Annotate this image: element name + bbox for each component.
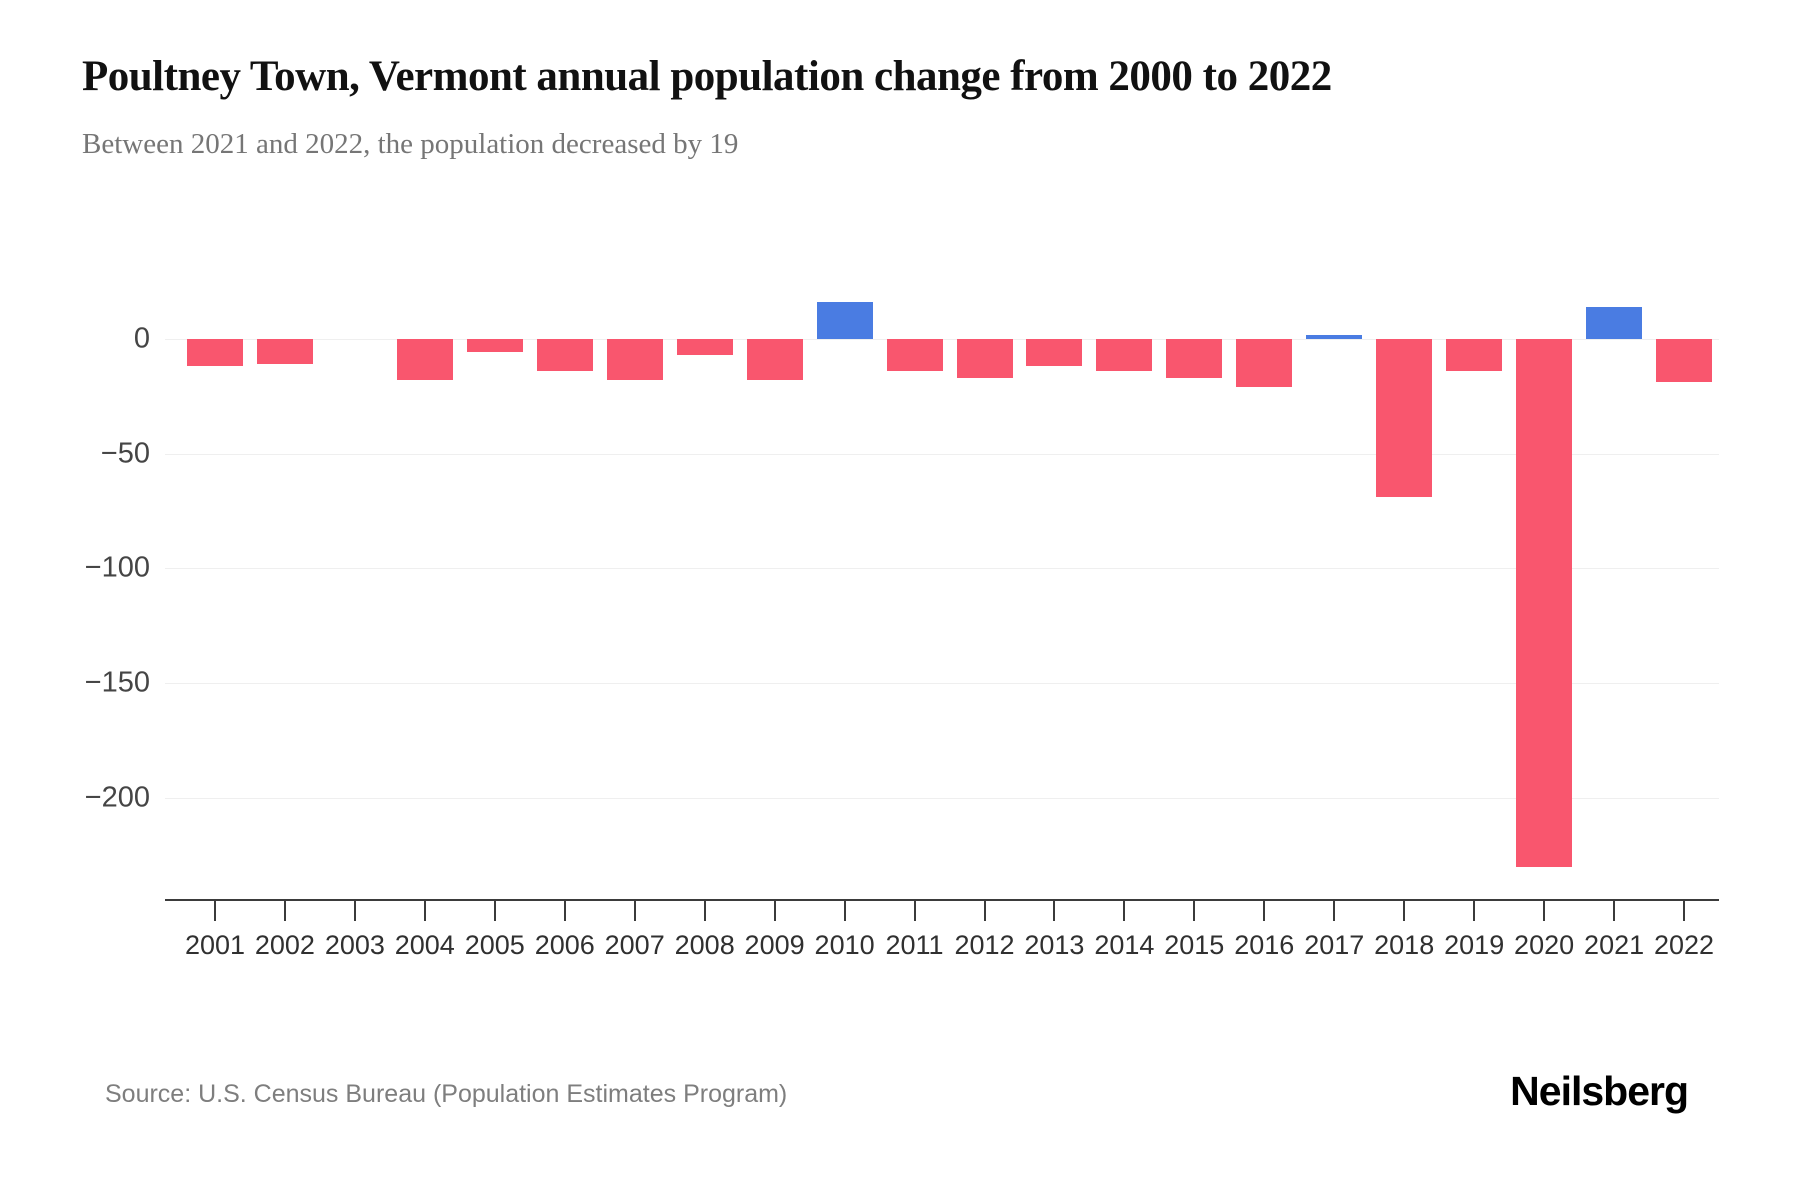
x-axis-label-2022: 2022 [1653,930,1715,960]
x-axis-label-2001: 2001 [184,930,246,960]
x-axis-label-2015: 2015 [1164,930,1225,960]
x-axis-tick-2007 [633,899,636,921]
bar-2016[interactable] [1236,338,1293,387]
y-axis-label--50: −50 [100,437,150,469]
x-axis-tick-2021 [1613,899,1616,921]
x-axis-label-2017: 2017 [1304,930,1365,960]
x-axis-tick-2022 [1683,899,1685,921]
y-axis-label--150: −150 [84,666,150,699]
x-axis-label-2005: 2005 [464,930,525,960]
x-axis-label-2009: 2009 [744,930,805,960]
x-axis-tick-2010 [843,899,846,921]
x-axis-tick-2001 [214,899,216,921]
bar-2009[interactable] [746,338,803,380]
x-axis-tick-2017 [1333,899,1336,921]
bar-2001[interactable] [187,338,243,367]
x-axis-tick-2002 [283,899,286,921]
bar-2012[interactable] [956,338,1013,378]
y-axis-label--100: −100 [84,551,150,584]
x-axis-label-2019: 2019 [1444,930,1505,960]
x-axis-label-2021: 2021 [1584,930,1645,960]
source-note: Source: U.S. Census Bureau (Population E… [105,1080,788,1108]
x-axis-label-2004: 2004 [394,930,455,960]
bar-2006[interactable] [536,338,593,371]
x-axis-tick-2003 [353,899,356,921]
x-axis-label-2014: 2014 [1094,930,1155,960]
bar-2017[interactable] [1306,335,1363,339]
x-axis-label-2016: 2016 [1234,930,1295,960]
x-axis-tick-2009 [773,899,776,921]
y-axis-label-0: 0 [133,322,150,355]
x-axis-tick-2015 [1193,899,1196,921]
bar-2018[interactable] [1376,338,1433,498]
bar-2002[interactable] [256,338,313,364]
x-axis-tick-2019 [1473,899,1476,921]
x-axis-label-2008: 2008 [674,930,735,960]
x-axis-label-2020: 2020 [1514,930,1575,960]
x-axis-tick-2011 [913,899,916,921]
x-axis-tick-2008 [703,899,706,921]
bar-2004[interactable] [396,338,453,380]
gridline--200 [165,798,1719,799]
y-axis-label--200: −200 [84,781,150,814]
x-axis-label-2012: 2012 [954,930,1015,960]
x-axis-tick-2006 [563,899,566,921]
bar-2014[interactable] [1096,338,1153,371]
bar-2008[interactable] [676,338,733,355]
bar-2022[interactable] [1656,338,1712,383]
bar-2021[interactable] [1586,306,1643,339]
chart-title: Poultney Town, Vermont annual population… [82,53,1332,100]
bar-2005[interactable] [466,338,523,353]
gridline--50 [165,453,1719,455]
bar-2020[interactable] [1516,338,1573,867]
x-axis-tick-2005 [493,899,496,921]
x-axis-label-2011: 2011 [885,930,944,960]
chart-subtitle: Between 2021 and 2022, the population de… [82,128,739,160]
bar-2010[interactable] [816,302,873,339]
x-axis-tick-2004 [423,899,426,921]
x-axis-line [165,899,1719,901]
x-axis-label-2018: 2018 [1374,930,1435,960]
brand-logo: Neilsberg [1510,1068,1689,1114]
x-axis-tick-2014 [1123,899,1126,921]
x-axis-label-2007: 2007 [604,930,665,960]
x-axis-tick-2013 [1053,899,1056,921]
x-axis-tick-2016 [1263,899,1266,921]
bar-2015[interactable] [1166,338,1223,378]
x-axis-label-2002: 2002 [254,930,315,960]
x-axis-label-2010: 2010 [814,930,875,960]
bar-2013[interactable] [1026,338,1083,367]
gridline--100 [165,568,1719,570]
x-axis-label-2006: 2006 [534,930,595,960]
x-axis-label-2003: 2003 [324,930,385,960]
x-axis-tick-2020 [1543,899,1546,921]
x-axis-tick-2012 [983,899,986,921]
gridline--150 [165,683,1719,685]
bar-2011[interactable] [886,338,943,371]
x-axis-tick-2018 [1403,899,1406,921]
bar-2019[interactable] [1446,338,1503,371]
x-axis-label-2013: 2013 [1024,930,1085,960]
bar-2007[interactable] [606,338,663,380]
